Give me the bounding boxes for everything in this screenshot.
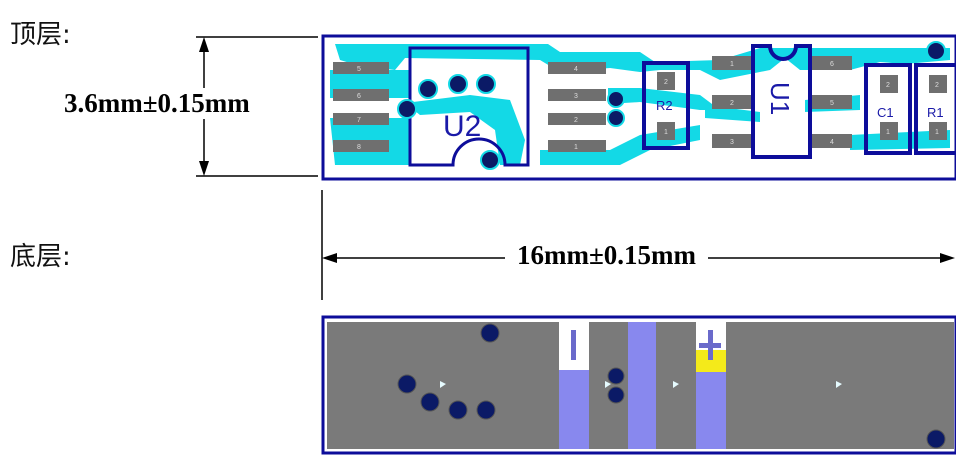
via: [476, 74, 496, 94]
pin-7-label: 7: [357, 117, 361, 124]
c1-pad-1: [880, 122, 898, 140]
height-arrow-up: [199, 37, 209, 52]
c1-label: C1: [877, 105, 894, 120]
height-dimension-text: 3.6mm±0.15mm: [60, 88, 254, 119]
via: [607, 386, 625, 404]
trace-right-lower: [850, 130, 950, 150]
u2-label: U2: [443, 110, 481, 143]
via: [926, 41, 946, 61]
r2-pin-2-label: 2: [664, 79, 668, 86]
u1-right-pads: [812, 56, 852, 148]
u1-pin-3-label: 3: [730, 139, 734, 146]
u1-outline: [751, 44, 812, 159]
u2-pin-1-label: 1: [574, 144, 578, 151]
u2-pin-2-label: 2: [574, 117, 578, 124]
via: [607, 109, 625, 127]
left-header-pads: [333, 62, 389, 152]
trace-r2-link: [608, 88, 720, 110]
via: [397, 374, 417, 394]
width-arrow-left: [322, 253, 337, 263]
u1-pin-2-label: 2: [730, 100, 734, 107]
positive-terminal-yellow: [696, 350, 726, 372]
via: [420, 392, 440, 412]
pin-8-label: 8: [357, 144, 361, 151]
bottom-fiducials: [440, 381, 842, 388]
r1-pin-1-label: 1: [935, 129, 939, 136]
u2-outline: [408, 46, 530, 167]
bottom-layer-label: 底层:: [10, 242, 71, 272]
bottom-vias: [397, 323, 946, 449]
width-dimension-text: 16mm±0.15mm: [505, 240, 709, 271]
via: [480, 323, 500, 343]
via: [926, 429, 946, 449]
trace-u1-link: [705, 105, 760, 122]
via: [448, 74, 468, 94]
r1-label: R1: [927, 105, 944, 120]
pin-5-label: 5: [357, 66, 361, 73]
u1-pin-5-label: 5: [830, 100, 834, 107]
minus-marker: [571, 330, 576, 360]
plus-marker-horizontal: [699, 343, 721, 348]
r2-pin-1-label: 1: [664, 129, 668, 136]
r1-pin-2-label: 2: [935, 82, 939, 89]
r1-pad-1: [929, 122, 947, 140]
r2-outline: [642, 61, 690, 150]
r2-pad-1: [657, 122, 675, 140]
via: [607, 367, 625, 385]
r1-pad-2: [929, 75, 947, 93]
u2-pin-3-label: 3: [574, 93, 578, 100]
u2-right-pads: [548, 62, 606, 152]
width-arrow-right: [940, 253, 955, 263]
u1-label: U1: [765, 82, 795, 115]
via: [476, 400, 496, 420]
via: [418, 79, 438, 99]
pin-6-label: 6: [357, 93, 361, 100]
trace-u2-loop: [405, 95, 525, 165]
c1-pin-2-label: 2: [886, 82, 890, 89]
r2-pad-2: [657, 72, 675, 90]
top-layer-label: 顶层:: [10, 20, 71, 50]
via: [448, 400, 468, 420]
u1-pin-6-label: 6: [830, 61, 834, 68]
u2-pin-4-label: 4: [574, 66, 578, 73]
bottom-copper-strip: [628, 322, 656, 449]
c1-outline: [864, 63, 912, 155]
c1-pin-1-label: 1: [886, 129, 890, 136]
height-arrow-down: [199, 161, 209, 176]
r2-label: R2: [656, 98, 673, 113]
u1-pin-1-label: 1: [730, 61, 734, 68]
u1-left-pads: [712, 56, 752, 148]
top-vias: [397, 41, 946, 170]
via: [480, 150, 500, 170]
c1-pad-2: [880, 75, 898, 93]
r1-outline: [914, 63, 956, 155]
u1-pin-4-label: 4: [830, 139, 834, 146]
via: [607, 90, 625, 108]
via: [397, 99, 417, 119]
